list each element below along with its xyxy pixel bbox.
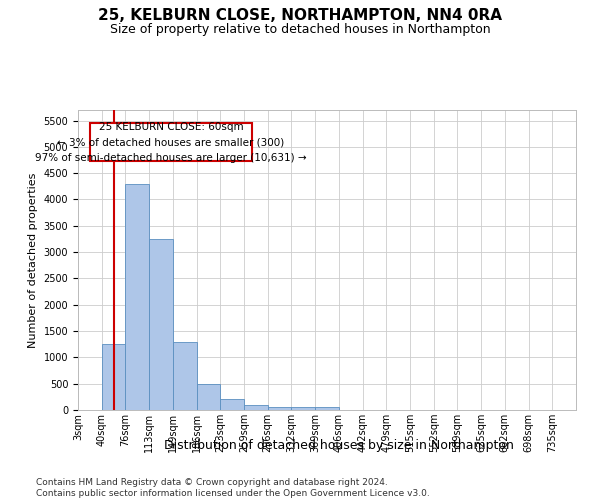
Bar [268,406,292,410]
Bar [244,406,268,410]
Bar [220,400,244,410]
Bar [149,239,173,410]
Bar [102,344,125,410]
Text: 25 KELBURN CLOSE: 60sqm
← 3% of detached houses are smaller (300)
97% of semi-de: 25 KELBURN CLOSE: 60sqm ← 3% of detached… [35,122,307,162]
Bar [315,407,339,410]
Text: Distribution of detached houses by size in Northampton: Distribution of detached houses by size … [164,440,514,452]
Y-axis label: Number of detached properties: Number of detached properties [28,172,38,348]
Text: 25, KELBURN CLOSE, NORTHAMPTON, NN4 0RA: 25, KELBURN CLOSE, NORTHAMPTON, NN4 0RA [98,8,502,22]
Bar [292,407,315,410]
Bar [197,384,220,410]
Text: Size of property relative to detached houses in Northampton: Size of property relative to detached ho… [110,22,490,36]
Bar [125,184,149,410]
FancyBboxPatch shape [91,123,251,161]
Bar [173,342,197,410]
Text: Contains HM Land Registry data © Crown copyright and database right 2024.
Contai: Contains HM Land Registry data © Crown c… [36,478,430,498]
